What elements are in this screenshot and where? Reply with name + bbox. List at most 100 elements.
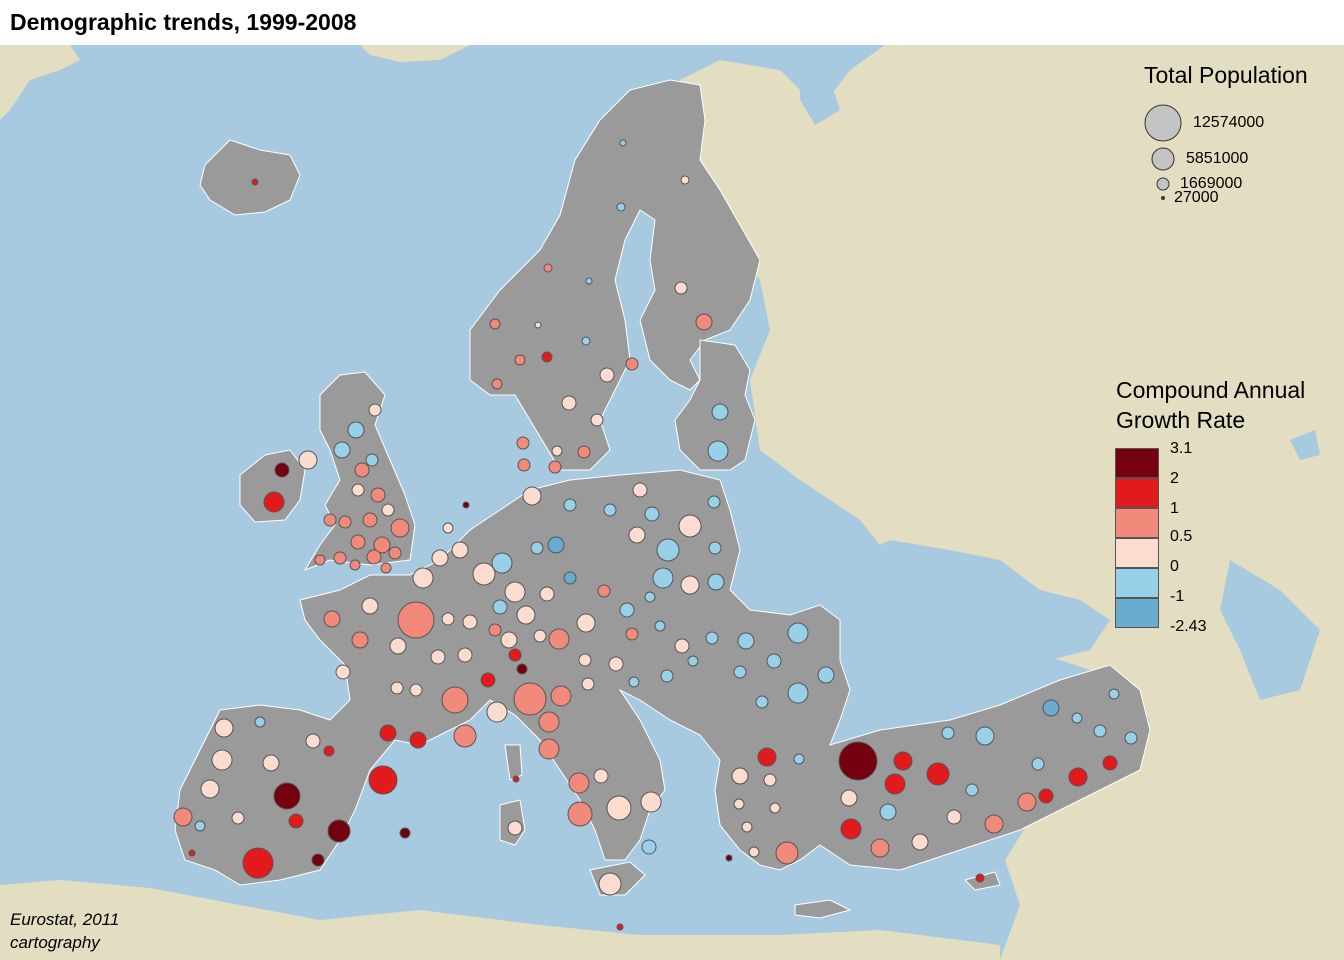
region-symbol xyxy=(311,853,325,867)
region-symbol xyxy=(441,612,455,626)
region-symbol xyxy=(351,483,365,497)
region-symbol xyxy=(491,552,513,574)
region-symbol xyxy=(644,506,660,522)
region-symbol xyxy=(641,839,657,855)
region-symbol xyxy=(211,749,233,771)
region-symbol xyxy=(581,677,595,691)
region-symbol xyxy=(598,872,622,896)
region-symbol xyxy=(442,522,454,534)
region-symbol xyxy=(674,638,690,654)
region-symbol xyxy=(766,653,782,669)
region-symbol xyxy=(500,631,518,649)
color-legend: 3.1 2 1 0.5 0 -1 -2.43 xyxy=(1110,372,1340,642)
region-symbol xyxy=(946,809,962,825)
region-symbol xyxy=(263,491,285,513)
region-symbol xyxy=(775,841,799,865)
iceland xyxy=(199,139,301,216)
region-symbol xyxy=(373,536,391,554)
region-symbol xyxy=(548,628,570,650)
region-symbol xyxy=(350,534,366,550)
region-symbol xyxy=(541,351,553,363)
region-symbol xyxy=(457,647,473,663)
region-symbol xyxy=(349,559,361,571)
region-symbol xyxy=(516,663,528,675)
region-symbol xyxy=(543,263,553,273)
region-symbol xyxy=(365,453,379,467)
region-symbol xyxy=(640,791,662,813)
region-symbol xyxy=(1108,688,1120,700)
region-symbol xyxy=(323,610,341,628)
crete xyxy=(794,899,852,919)
region-symbol xyxy=(173,807,193,827)
region-symbol xyxy=(242,847,274,879)
region-symbol xyxy=(567,801,593,827)
region-symbol xyxy=(563,498,577,512)
credit-line-1: Eurostat, 2011 xyxy=(10,910,120,929)
region-symbol xyxy=(388,546,402,560)
region-symbol xyxy=(1093,724,1107,738)
region-symbol xyxy=(616,202,626,212)
region-symbol xyxy=(741,821,753,833)
color-class-6 xyxy=(1115,598,1159,628)
finland-baltics xyxy=(674,339,756,471)
region-symbol xyxy=(1038,788,1054,804)
region-symbol xyxy=(590,413,604,427)
region-symbol xyxy=(508,648,522,662)
region-symbol xyxy=(619,139,627,147)
region-symbol xyxy=(366,549,382,565)
region-symbol xyxy=(965,783,979,797)
region-symbol xyxy=(870,838,890,858)
region-symbol xyxy=(893,751,913,771)
corsica xyxy=(504,744,523,781)
region-symbol xyxy=(577,445,591,459)
region-symbol xyxy=(380,562,392,574)
region-symbol xyxy=(274,462,290,478)
region-symbol xyxy=(390,681,404,695)
region-symbol xyxy=(298,450,318,470)
region-symbol xyxy=(492,599,508,615)
size-circle-4 xyxy=(1161,196,1165,200)
color-class-4 xyxy=(1115,538,1159,568)
region-symbol xyxy=(451,541,469,559)
region-symbol xyxy=(975,726,995,746)
break-label-3: 1 xyxy=(1170,500,1179,517)
region-symbol xyxy=(522,486,542,506)
region-symbol xyxy=(755,695,769,709)
region-symbol xyxy=(305,733,321,749)
size-circle-2 xyxy=(1151,147,1175,171)
region-symbol xyxy=(362,512,378,528)
region-symbol xyxy=(491,378,503,390)
region-symbol xyxy=(381,503,395,517)
region-symbol xyxy=(333,441,351,459)
region-symbol xyxy=(733,665,747,679)
region-symbol xyxy=(534,321,542,329)
credit: Eurostat, 2011 cartography xyxy=(10,908,119,954)
size-label-4: 27000 xyxy=(1174,189,1219,206)
region-symbol xyxy=(628,526,646,544)
region-symbol xyxy=(354,462,370,478)
region-symbol xyxy=(884,773,906,795)
region-symbol xyxy=(507,820,523,836)
region-symbol xyxy=(561,395,577,411)
region-symbol xyxy=(262,754,280,772)
region-symbol xyxy=(838,741,878,781)
region-symbol xyxy=(194,820,206,832)
region-symbol xyxy=(390,518,410,538)
size-legend-title: Total Population xyxy=(1144,62,1308,88)
region-symbol xyxy=(625,357,639,371)
region-symbol xyxy=(547,536,565,554)
region-symbol xyxy=(733,798,745,810)
region-symbol xyxy=(787,622,809,644)
region-symbol xyxy=(251,178,259,186)
region-symbol xyxy=(787,682,809,704)
region-symbol xyxy=(568,772,590,794)
size-legend: 12574000 5851000 1669000 27000 xyxy=(1130,58,1340,218)
region-symbol xyxy=(705,631,719,645)
break-label-7: -2.43 xyxy=(1170,618,1207,635)
region-symbol xyxy=(533,629,547,643)
region-symbol xyxy=(687,655,699,667)
region-symbol xyxy=(338,515,352,529)
region-symbol xyxy=(504,581,526,603)
region-symbol xyxy=(563,571,577,585)
population-symbols xyxy=(173,139,1138,931)
